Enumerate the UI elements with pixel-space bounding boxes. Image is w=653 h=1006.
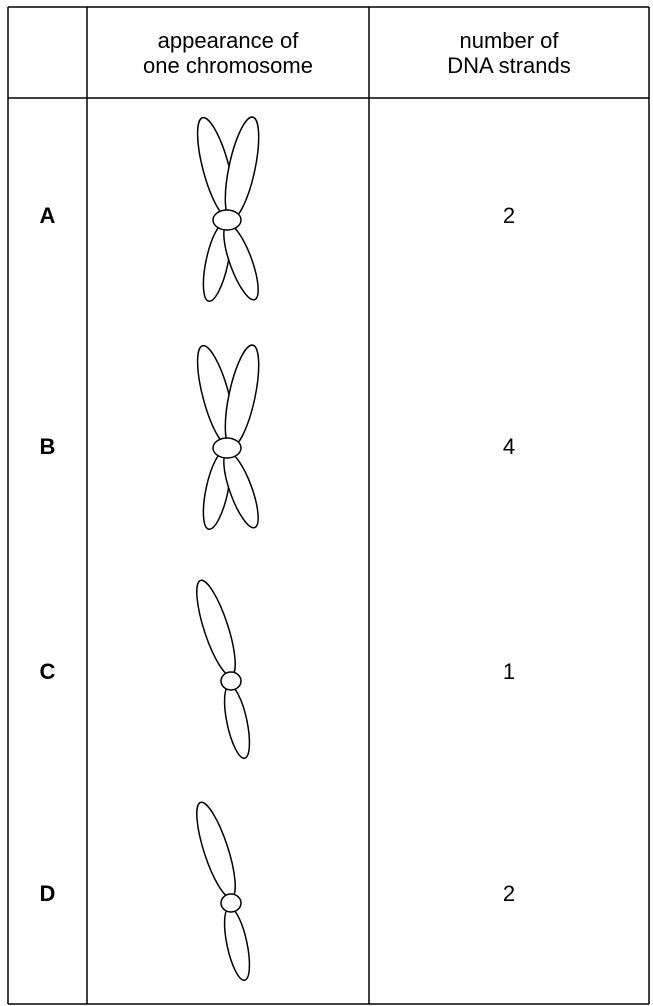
chromosome-double [196,344,260,530]
row-label: D [39,880,56,906]
strand-count: 2 [502,202,516,228]
strand-count: 4 [502,433,516,459]
header-cell: number of DNA strands [447,27,571,78]
chromosome-double [196,116,260,302]
row-label: A [39,202,56,228]
strand-count: 1 [502,658,516,684]
row-label: C [39,658,56,684]
table-borders [7,6,650,1005]
chromosome-single [196,579,251,760]
chromosome-single [196,801,251,982]
row-label: B [39,433,56,459]
strand-count: 2 [502,880,516,906]
header-cell: appearance of one chromosome [143,27,313,78]
